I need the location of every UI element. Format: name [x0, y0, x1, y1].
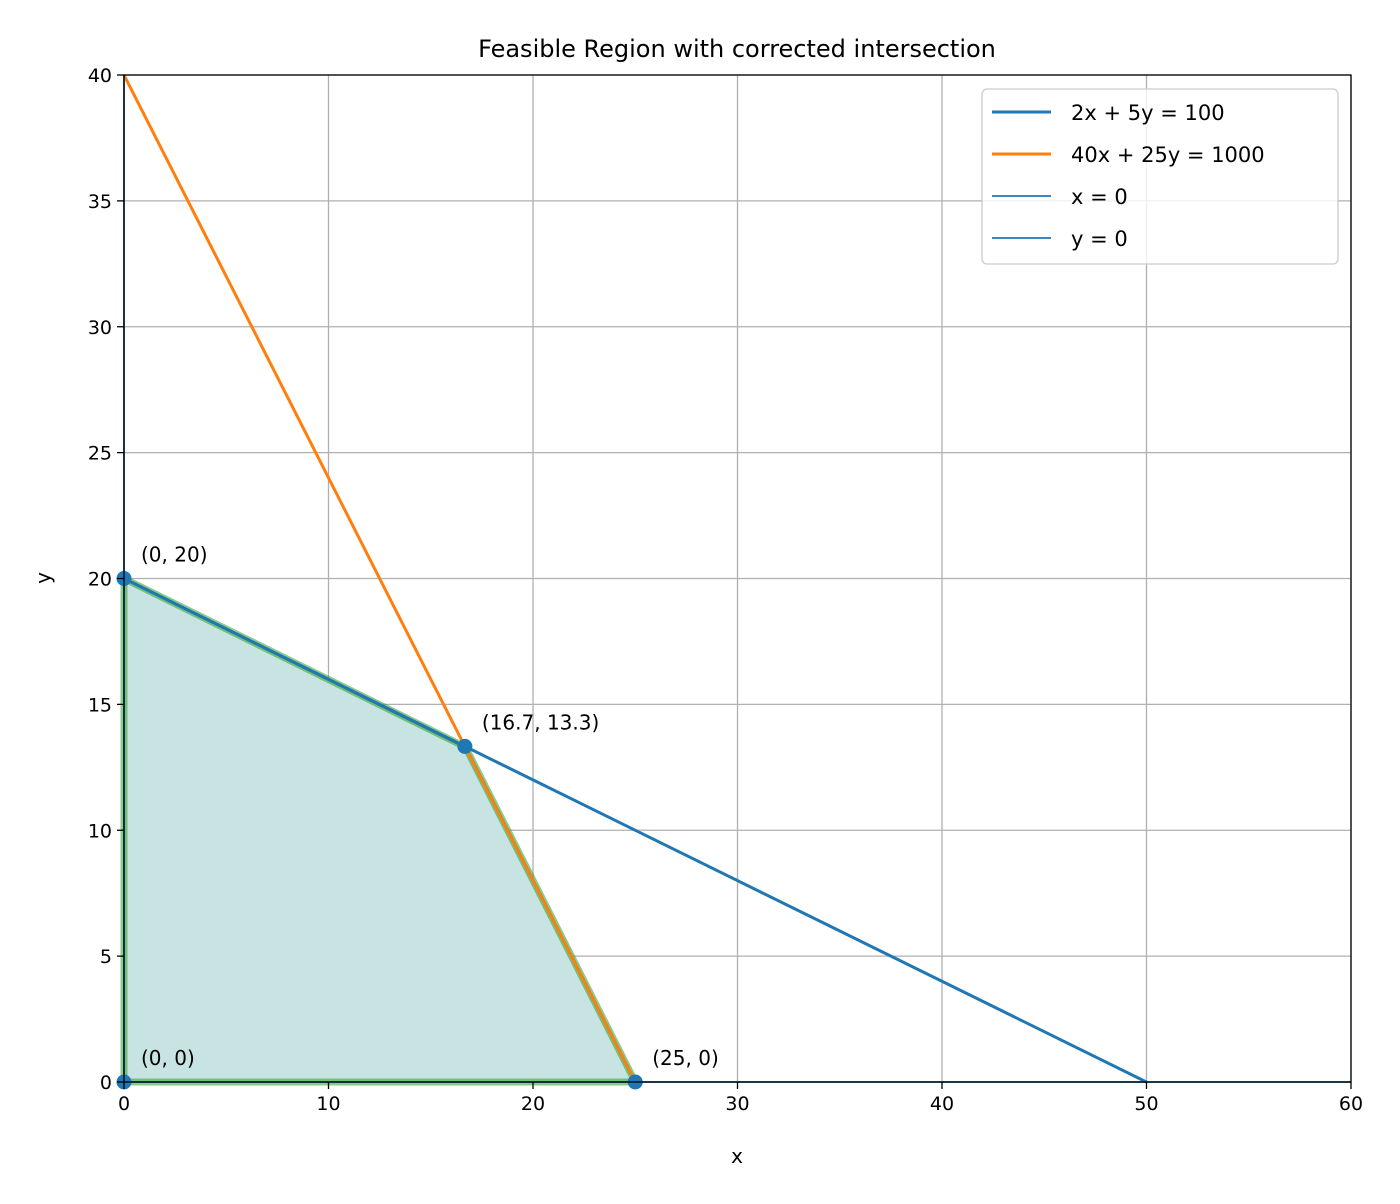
- vertex-label: (25, 0): [652, 1046, 719, 1070]
- x-tick-label: 20: [521, 1093, 545, 1115]
- y-tick-label: 25: [88, 443, 112, 465]
- axis-ticks: 0 10 20 30 40 50 60 0 5 10 15 20 25 30 35 40: [88, 65, 1363, 1115]
- y-tick-label: 10: [88, 820, 112, 842]
- chart-title: Feasible Region with corrected intersect…: [478, 35, 996, 63]
- legend-label: 2x + 5y = 100: [1071, 101, 1225, 125]
- vertex-label: (0, 20): [141, 543, 208, 567]
- x-tick-label: 40: [930, 1093, 954, 1115]
- y-tick-label: 35: [88, 191, 112, 213]
- series-line: [123, 577, 1148, 1084]
- y-tick-label: 40: [88, 65, 112, 87]
- x-tick-label: 0: [118, 1093, 130, 1115]
- x-tick-label: 10: [316, 1093, 340, 1115]
- x-tick-label: 50: [1134, 1093, 1158, 1115]
- vertex-point: [457, 738, 473, 754]
- legend-box: [981, 88, 1339, 265]
- vertex-label: (0, 0): [141, 1046, 195, 1070]
- y-tick-label: 20: [88, 569, 112, 591]
- legend: 2x + 5y = 100 40x + 25y = 1000 x = 0 y = 0: [981, 88, 1339, 265]
- vertex-label: (16.7, 13.3): [482, 710, 599, 734]
- legend-label: y = 0: [1071, 227, 1128, 251]
- x-tick-label: 60: [1339, 1093, 1363, 1115]
- y-tick-label: 15: [88, 694, 112, 716]
- legend-label: 40x + 25y = 1000: [1071, 143, 1265, 167]
- vertex-points: (0, 0) (0, 20) (16.7, 13.3) (25, 0): [116, 543, 719, 1090]
- x-tick-label: 30: [725, 1093, 749, 1115]
- x-axis-label: x: [731, 1144, 743, 1168]
- y-tick-label: 30: [88, 317, 112, 339]
- y-tick-label: 5: [100, 946, 112, 968]
- series-line: [122, 74, 637, 1083]
- y-axis-label: y: [31, 572, 55, 584]
- legend-label: x = 0: [1071, 185, 1128, 209]
- y-tick-label: 0: [100, 1072, 112, 1094]
